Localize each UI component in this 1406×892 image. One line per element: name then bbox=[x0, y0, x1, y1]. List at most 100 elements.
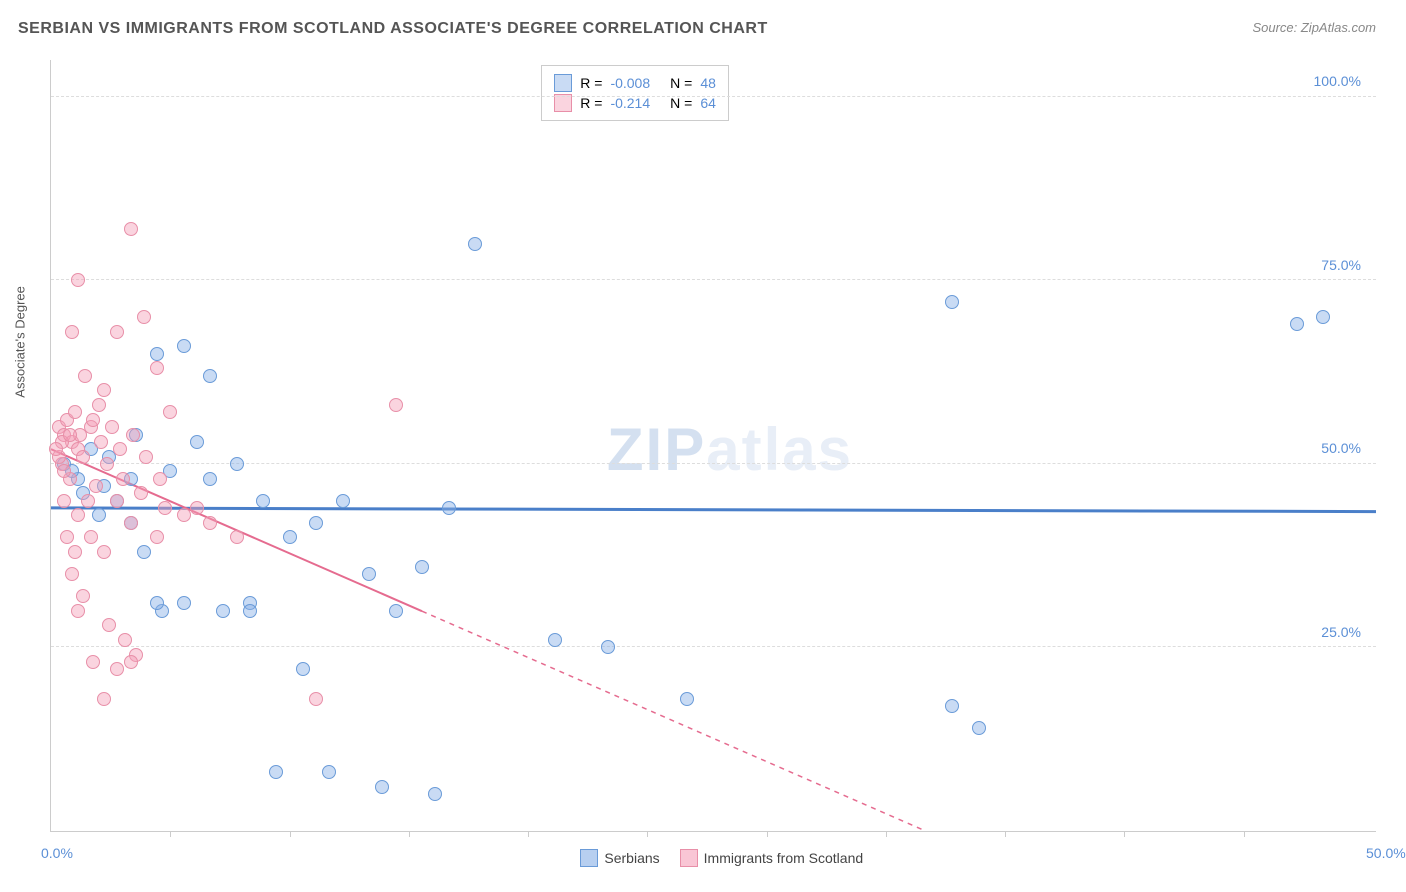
data-point-serbian bbox=[1290, 317, 1304, 331]
xtick-mark bbox=[1124, 831, 1125, 837]
data-point-scotland bbox=[71, 604, 85, 618]
n-label-1: N = bbox=[670, 95, 692, 111]
y-axis-label: Associate's Degree bbox=[13, 286, 28, 398]
data-point-scotland bbox=[71, 508, 85, 522]
trend-lines bbox=[51, 60, 1376, 831]
legend-bottom-label-1: Immigrants from Scotland bbox=[704, 850, 864, 866]
data-point-serbian bbox=[468, 237, 482, 251]
data-point-serbian bbox=[203, 369, 217, 383]
xtick-label: 50.0% bbox=[1366, 845, 1406, 861]
data-point-serbian bbox=[428, 787, 442, 801]
gridline-h bbox=[51, 279, 1376, 280]
legend-bottom-item-0: Serbians bbox=[580, 849, 659, 867]
ytick-label: 75.0% bbox=[1321, 257, 1361, 273]
xtick-mark bbox=[528, 831, 529, 837]
r-label-1: R = bbox=[580, 95, 602, 111]
gridline-h bbox=[51, 96, 1376, 97]
data-point-scotland bbox=[84, 530, 98, 544]
xtick-mark bbox=[1244, 831, 1245, 837]
data-point-scotland bbox=[116, 472, 130, 486]
data-point-scotland bbox=[86, 655, 100, 669]
xtick-mark bbox=[290, 831, 291, 837]
data-point-serbian bbox=[243, 604, 257, 618]
xtick-label: 0.0% bbox=[41, 845, 73, 861]
legend-bottom: Serbians Immigrants from Scotland bbox=[580, 849, 863, 867]
data-point-scotland bbox=[177, 508, 191, 522]
data-point-serbian bbox=[601, 640, 615, 654]
data-point-scotland bbox=[118, 633, 132, 647]
data-point-serbian bbox=[680, 692, 694, 706]
xtick-mark bbox=[647, 831, 648, 837]
chart-area: Associate's Degree ZIPatlas R = -0.008 N… bbox=[50, 60, 1376, 832]
data-point-serbian bbox=[375, 780, 389, 794]
n-value-1: 64 bbox=[700, 95, 716, 111]
data-point-scotland bbox=[105, 420, 119, 434]
data-point-scotland bbox=[92, 398, 106, 412]
data-point-scotland bbox=[65, 325, 79, 339]
data-point-serbian bbox=[945, 699, 959, 713]
data-point-scotland bbox=[230, 530, 244, 544]
xtick-mark bbox=[170, 831, 171, 837]
data-point-scotland bbox=[190, 501, 204, 515]
r-value-1: -0.214 bbox=[610, 95, 650, 111]
data-point-scotland bbox=[124, 655, 138, 669]
chart-container: SERBIAN VS IMMIGRANTS FROM SCOTLAND ASSO… bbox=[0, 0, 1406, 892]
data-point-serbian bbox=[296, 662, 310, 676]
data-point-scotland bbox=[389, 398, 403, 412]
data-point-serbian bbox=[322, 765, 336, 779]
n-label-0: N = bbox=[670, 75, 692, 91]
data-point-serbian bbox=[389, 604, 403, 618]
data-point-serbian bbox=[1316, 310, 1330, 324]
data-point-serbian bbox=[150, 347, 164, 361]
r-label-0: R = bbox=[580, 75, 602, 91]
data-point-scotland bbox=[102, 618, 116, 632]
n-value-0: 48 bbox=[700, 75, 716, 91]
data-point-scotland bbox=[126, 428, 140, 442]
ytick-label: 25.0% bbox=[1321, 624, 1361, 640]
data-point-serbian bbox=[548, 633, 562, 647]
data-point-serbian bbox=[283, 530, 297, 544]
legend-bottom-swatch-0 bbox=[580, 849, 598, 867]
plot-area: R = -0.008 N = 48 R = -0.214 N = 64 0.0%… bbox=[50, 60, 1376, 832]
data-point-scotland bbox=[89, 479, 103, 493]
data-point-scotland bbox=[68, 545, 82, 559]
legend-stats: R = -0.008 N = 48 R = -0.214 N = 64 bbox=[541, 65, 729, 121]
gridline-h bbox=[51, 646, 1376, 647]
data-point-serbian bbox=[177, 596, 191, 610]
data-point-serbian bbox=[362, 567, 376, 581]
data-point-scotland bbox=[78, 369, 92, 383]
source-attribution: Source: ZipAtlas.com bbox=[1252, 20, 1376, 35]
data-point-scotland bbox=[97, 545, 111, 559]
legend-bottom-item-1: Immigrants from Scotland bbox=[680, 849, 864, 867]
data-point-serbian bbox=[269, 765, 283, 779]
data-point-scotland bbox=[124, 516, 138, 530]
chart-title: SERBIAN VS IMMIGRANTS FROM SCOTLAND ASSO… bbox=[18, 20, 768, 38]
data-point-scotland bbox=[139, 450, 153, 464]
data-point-scotland bbox=[63, 428, 77, 442]
data-point-scotland bbox=[86, 413, 100, 427]
data-point-scotland bbox=[203, 516, 217, 530]
data-point-scotland bbox=[97, 692, 111, 706]
data-point-scotland bbox=[110, 662, 124, 676]
data-point-scotland bbox=[76, 450, 90, 464]
data-point-scotland bbox=[60, 530, 74, 544]
data-point-serbian bbox=[92, 508, 106, 522]
data-point-scotland bbox=[153, 472, 167, 486]
data-point-scotland bbox=[134, 486, 148, 500]
legend-swatch-0 bbox=[554, 74, 572, 92]
data-point-serbian bbox=[309, 516, 323, 530]
data-point-scotland bbox=[309, 692, 323, 706]
legend-bottom-label-0: Serbians bbox=[604, 850, 659, 866]
data-point-serbian bbox=[230, 457, 244, 471]
data-point-scotland bbox=[65, 567, 79, 581]
data-point-scotland bbox=[76, 589, 90, 603]
data-point-serbian bbox=[415, 560, 429, 574]
xtick-mark bbox=[409, 831, 410, 837]
legend-stats-row-0: R = -0.008 N = 48 bbox=[554, 74, 716, 92]
data-point-serbian bbox=[945, 295, 959, 309]
data-point-scotland bbox=[158, 501, 172, 515]
data-point-scotland bbox=[57, 494, 71, 508]
gridline-h bbox=[51, 463, 1376, 464]
data-point-serbian bbox=[442, 501, 456, 515]
data-point-scotland bbox=[100, 457, 114, 471]
